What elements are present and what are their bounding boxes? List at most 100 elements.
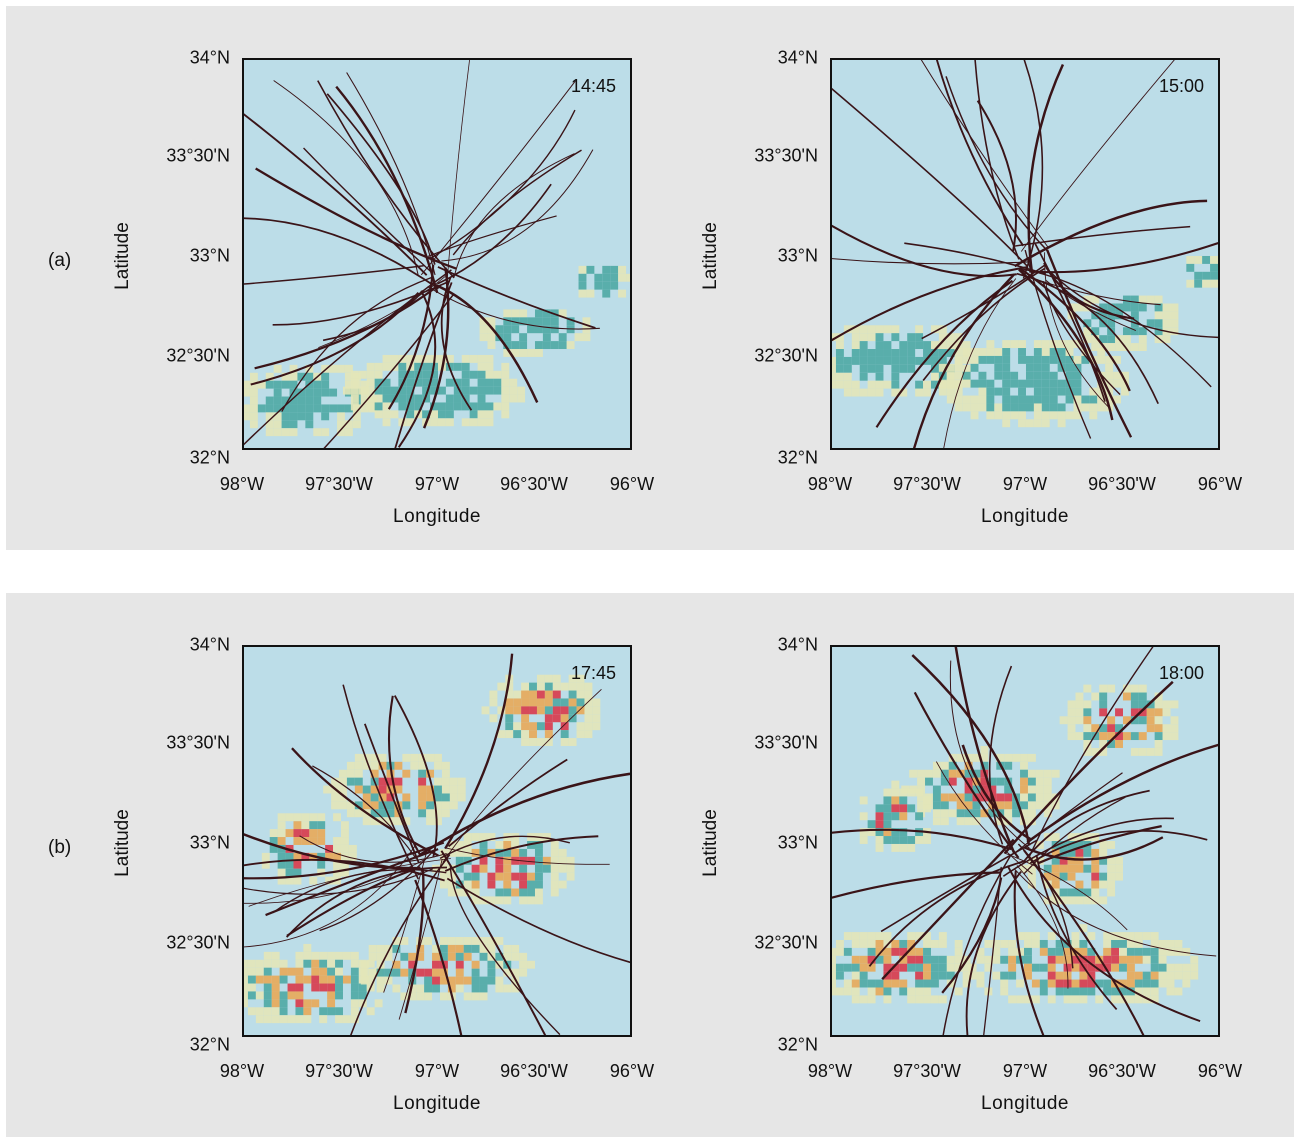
precip-cell: [455, 984, 464, 993]
precip-cell: [505, 698, 514, 707]
precip-cell: [986, 379, 995, 388]
precip-cell: [311, 967, 320, 976]
precip-cell: [511, 856, 520, 865]
precip-cell: [930, 979, 939, 988]
precip-cell: [578, 273, 587, 282]
precip-cell: [495, 888, 504, 897]
precip-cell: [247, 959, 256, 968]
precip-cell: [495, 872, 504, 881]
precip-cell: [859, 796, 868, 805]
precip-cell: [915, 356, 924, 365]
precip-cell: [513, 706, 522, 715]
precip-cell: [493, 370, 502, 379]
precip-cell: [1016, 995, 1025, 1004]
precip-cell: [406, 370, 415, 379]
precip-cell: [402, 769, 411, 778]
precip-cell: [891, 828, 900, 837]
precip-cell: [899, 364, 908, 373]
precip-cell: [1010, 340, 1019, 349]
precip-cell: [434, 785, 442, 794]
precip-cell: [1134, 947, 1143, 956]
precip-cell: [360, 976, 369, 985]
precip-cell: [932, 761, 941, 770]
precip-cell: [263, 975, 272, 984]
precip-cell: [350, 983, 359, 992]
precip-cell: [374, 386, 383, 395]
precip-cell: [479, 833, 488, 841]
precip-cell: [511, 952, 520, 961]
precip-cell: [552, 682, 561, 691]
precip-cell: [932, 809, 941, 818]
precip-cell: [1047, 995, 1056, 1004]
precip-cell: [297, 372, 306, 381]
precip-cell: [1146, 319, 1155, 328]
precip-cell: [469, 410, 478, 419]
precip-cell: [923, 963, 931, 972]
precip-cell: [439, 968, 448, 977]
precip-cell: [1083, 848, 1092, 857]
precip-cell: [1099, 880, 1108, 889]
precip-cell: [875, 804, 884, 813]
precip-cell: [445, 410, 454, 419]
precip-cell: [1107, 856, 1116, 865]
precip-cell: [835, 971, 844, 980]
precip-cell: [313, 404, 322, 413]
precip-cell: [263, 959, 272, 968]
precip-cell: [366, 362, 375, 371]
precip-cell: [447, 937, 456, 945]
precip-cell: [851, 388, 860, 397]
precip-cell: [1012, 753, 1021, 762]
precip-cell: [594, 281, 603, 290]
precip-cell: [883, 979, 892, 988]
precip-cell: [301, 829, 310, 838]
precip-cell: [471, 937, 480, 945]
precip-cell: [610, 265, 619, 274]
precip-cell: [441, 785, 450, 794]
precip-cell: [938, 971, 947, 980]
precip-cell: [342, 386, 351, 395]
precip-cell: [479, 841, 488, 849]
precip-cell: [265, 380, 274, 389]
flight-track: [444, 653, 514, 850]
precip-cell: [899, 349, 908, 357]
precip-cell: [992, 939, 1001, 948]
precip-cell: [426, 809, 435, 818]
precip-cell: [244, 959, 248, 968]
precip-cell: [618, 273, 627, 282]
precip-cell: [461, 394, 470, 403]
precip-cell: [416, 968, 425, 977]
precip-cell: [1121, 387, 1129, 396]
precip-cell: [1071, 979, 1080, 988]
precip-cell: [891, 804, 900, 813]
precip-cell: [586, 265, 595, 274]
precip-cell: [289, 420, 298, 429]
precip-cell: [378, 785, 387, 794]
precip-cell: [493, 386, 502, 395]
precip-cell: [542, 833, 551, 841]
precip-cell: [930, 356, 939, 365]
precip-cell: [835, 364, 844, 373]
precip-cell: [1122, 335, 1131, 344]
precip-cell: [1130, 692, 1139, 701]
precip-cell: [1065, 371, 1074, 380]
y-tick: 34°N: [777, 47, 818, 68]
precip-cell: [509, 386, 518, 395]
precip-cell: [244, 991, 248, 1000]
precip-cell: [566, 864, 575, 873]
precip-cell: [358, 386, 367, 395]
precip-cell: [471, 864, 480, 873]
precip-cell: [899, 356, 908, 365]
precip-cell: [568, 698, 577, 707]
precip-cell: [1111, 955, 1120, 964]
precip-cell: [584, 698, 593, 707]
precip-cell: [358, 370, 367, 379]
precip-cell: [1107, 872, 1116, 881]
precip-cell: [867, 963, 876, 972]
precip-cell: [1150, 932, 1159, 940]
precip-cell: [1067, 864, 1076, 873]
precip-cell: [247, 991, 256, 1000]
precip-cell: [843, 987, 852, 996]
precip-cell: [447, 976, 456, 985]
precip-cell: [390, 410, 399, 419]
precip-cell: [1130, 327, 1139, 336]
